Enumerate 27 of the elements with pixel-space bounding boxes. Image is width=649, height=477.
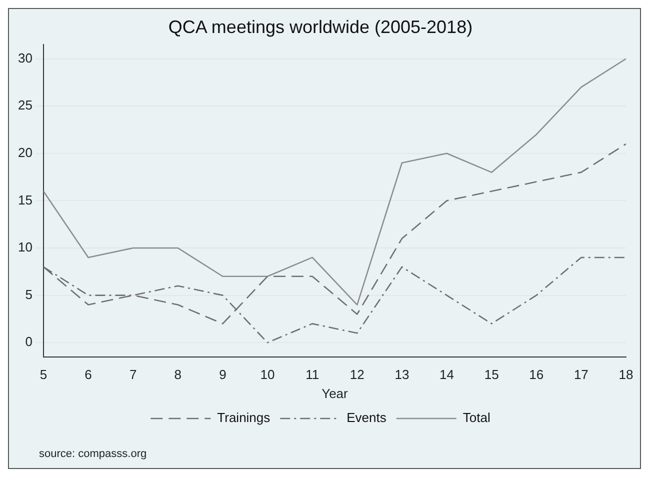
y-tick-label: 0 — [25, 334, 32, 350]
x-tick-label: 16 — [529, 367, 544, 382]
x-tick-label: 8 — [174, 367, 182, 382]
x-tick-label: 10 — [260, 367, 275, 382]
legend-label: Total — [462, 410, 490, 426]
x-tick-label: 7 — [129, 367, 137, 382]
x-tick-label: 11 — [306, 367, 320, 382]
y-tick-label: 5 — [25, 286, 32, 302]
y-tick-label: 30 — [18, 50, 32, 66]
x-tick-label: 13 — [394, 367, 410, 382]
y-tick-label: 20 — [18, 144, 32, 160]
chart-title: QCA meetings worldwide (2005-2018) — [168, 16, 473, 37]
x-tick-label: 5 — [40, 367, 48, 382]
x-axis-title: Year — [322, 386, 349, 401]
x-tick-label: 6 — [84, 367, 92, 382]
source-note: source: compasss.org — [39, 448, 147, 460]
x-tick-label: 15 — [484, 367, 499, 382]
y-tick-label: 15 — [18, 192, 32, 208]
legend-label: Events — [346, 410, 387, 426]
y-tick-label: 10 — [18, 240, 32, 255]
y-tick-label: 25 — [18, 98, 32, 113]
x-tick-label: 9 — [219, 367, 226, 382]
x-tick-label: 17 — [574, 367, 588, 382]
legend-label: Trainings — [217, 410, 271, 426]
x-tick-label: 12 — [350, 367, 364, 382]
x-tick-label: 14 — [440, 367, 454, 382]
x-tick-label: 18 — [618, 367, 634, 382]
